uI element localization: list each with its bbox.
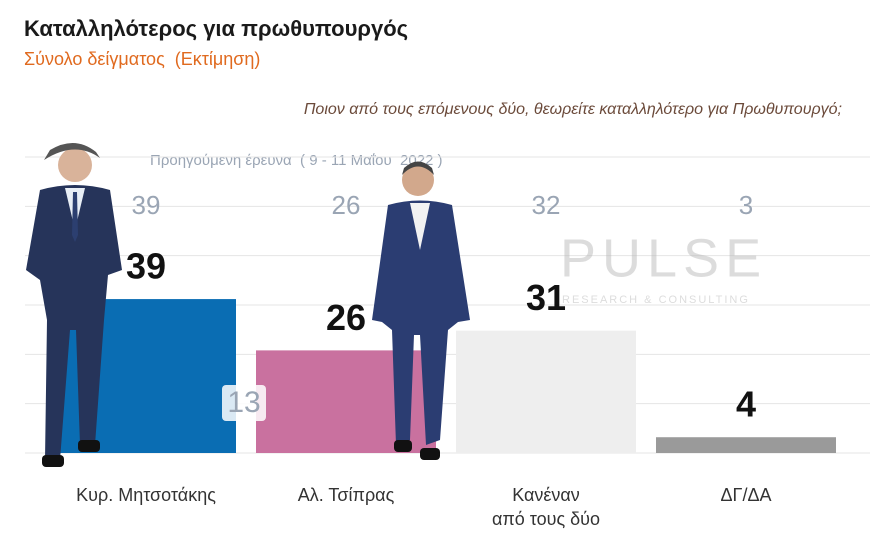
suit (26, 185, 122, 460)
hair (402, 161, 434, 175)
annotation: 13 (227, 386, 260, 419)
chart-subtitle: Σύνολο δείγματος (Εκτίμηση) (24, 49, 260, 69)
shirt (410, 203, 430, 250)
head (58, 148, 92, 182)
shoe (420, 448, 440, 460)
bar (656, 437, 836, 453)
shoe (78, 440, 100, 452)
value-label: 31 (526, 277, 566, 318)
annotation-box (222, 385, 266, 421)
previous-value: 3 (739, 190, 753, 220)
people (26, 142, 470, 467)
suit (372, 200, 470, 445)
question: Ποιον από τους επόμενους δύο, θεωρείτε κ… (304, 101, 842, 118)
previous-label: Προηγούμενη έρευνα ( 9 - 11 Μαΐου 2022 ) (150, 152, 443, 169)
watermark-group: PULSE RESEARCH & CONSULTING (560, 228, 767, 306)
watermark: PULSE (560, 228, 767, 288)
shoe (42, 455, 64, 467)
value-label: 39 (126, 246, 166, 287)
person-1 (26, 142, 122, 467)
tie (72, 192, 78, 242)
head (402, 164, 434, 196)
value-label: 4 (736, 384, 756, 425)
watermark-sub: RESEARCH & CONSULTING (562, 294, 750, 306)
previous-value: 39 (132, 190, 161, 220)
person-2 (372, 161, 470, 460)
x-tick-label: ΔΓ/ΔΑ (720, 485, 772, 505)
value-label: 26 (326, 297, 366, 338)
bar (456, 330, 636, 453)
x-tick-label: Κανέναν από τους δύο (491, 485, 601, 529)
shoe (394, 440, 412, 452)
previous-value: 26 (332, 190, 361, 220)
x-tick-label: Αλ. Τσίπρας (297, 485, 395, 505)
x-tick-label: Κυρ. Μητσοτάκης (76, 485, 216, 505)
hair (44, 142, 100, 160)
chart-title: Καταλληλότερος για πρωθυπουργός (24, 16, 408, 41)
previous-value: 32 (532, 190, 561, 220)
